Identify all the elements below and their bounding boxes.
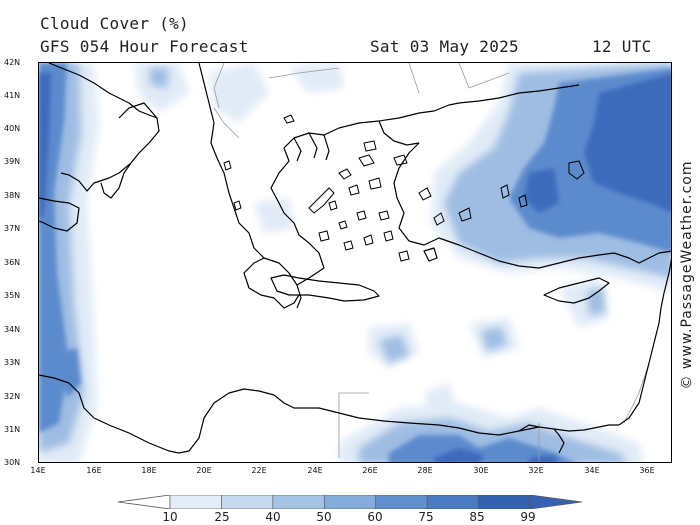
weather-map[interactable] <box>38 62 672 463</box>
lon-label-32e: 32E <box>528 466 544 475</box>
lon-label-28e: 28E <box>417 466 433 475</box>
lon-label-34e: 34E <box>584 466 600 475</box>
copyright-watermark: © www.PassageWeather.com <box>678 150 696 400</box>
legend-label-99: 99 <box>520 510 536 524</box>
lat-label-30n: 30N <box>4 458 21 467</box>
lat-label-41n: 41N <box>4 91 21 100</box>
legend-label-50: 50 <box>316 510 332 524</box>
legend-label-60: 60 <box>367 510 383 524</box>
cloud-layer-dense <box>39 73 671 462</box>
lat-label-38n: 38N <box>4 191 21 200</box>
colorbar-segment <box>272 495 325 509</box>
lon-label-36e: 36E <box>639 466 655 475</box>
lat-label-42n: 42N <box>4 58 21 67</box>
lat-label-33n: 33N <box>4 358 21 367</box>
colorbar-segment <box>323 495 377 509</box>
colorbar-segment <box>478 495 531 509</box>
lat-label-35n: 35N <box>4 291 21 300</box>
colorbar-high-arrow <box>529 495 582 509</box>
cloud-cover-colorbar <box>118 495 582 509</box>
country-borders <box>213 63 650 462</box>
map-title: Cloud Cover (%) <box>40 14 189 33</box>
lat-label-39n: 39N <box>4 157 21 166</box>
colorbar-segment <box>169 495 222 509</box>
colorbar-low-arrow <box>118 495 171 509</box>
legend-label-25: 25 <box>214 510 230 524</box>
lat-label-34n: 34N <box>4 325 21 334</box>
legend-label-75: 75 <box>418 510 434 524</box>
watermark-text: © www.PassageWeather.com <box>679 160 695 390</box>
lon-label-22e: 22E <box>251 466 267 475</box>
colorbar-segment <box>221 495 274 509</box>
forecast-time-label: 12 UTC <box>592 37 652 56</box>
colorbar-segment <box>426 495 479 509</box>
aegean-islands <box>223 114 472 262</box>
legend-label-10: 10 <box>162 510 178 524</box>
lat-label-36n: 36N <box>4 258 21 267</box>
coastlines <box>39 63 671 454</box>
lon-label-16e: 16E <box>86 466 102 475</box>
lat-label-31n: 31N <box>4 425 21 434</box>
forecast-model-label: GFS 054 Hour Forecast <box>40 37 249 56</box>
lon-label-26e: 26E <box>362 466 378 475</box>
lon-label-30e: 30E <box>473 466 489 475</box>
lat-label-32n: 32N <box>4 392 21 401</box>
lon-label-14e: 14E <box>30 466 46 475</box>
inland-lakes <box>500 160 585 208</box>
legend-label-40: 40 <box>265 510 281 524</box>
colorbar-segment <box>375 495 428 509</box>
legend-label-85: 85 <box>469 510 485 524</box>
lon-label-18e: 18E <box>141 466 157 475</box>
map-canvas <box>39 63 671 462</box>
lat-label-40n: 40N <box>4 124 21 133</box>
lon-label-24e: 24E <box>307 466 323 475</box>
forecast-date-label: Sat 03 May 2025 <box>370 37 519 56</box>
lat-label-37n: 37N <box>4 224 21 233</box>
lon-label-20e: 20E <box>196 466 212 475</box>
